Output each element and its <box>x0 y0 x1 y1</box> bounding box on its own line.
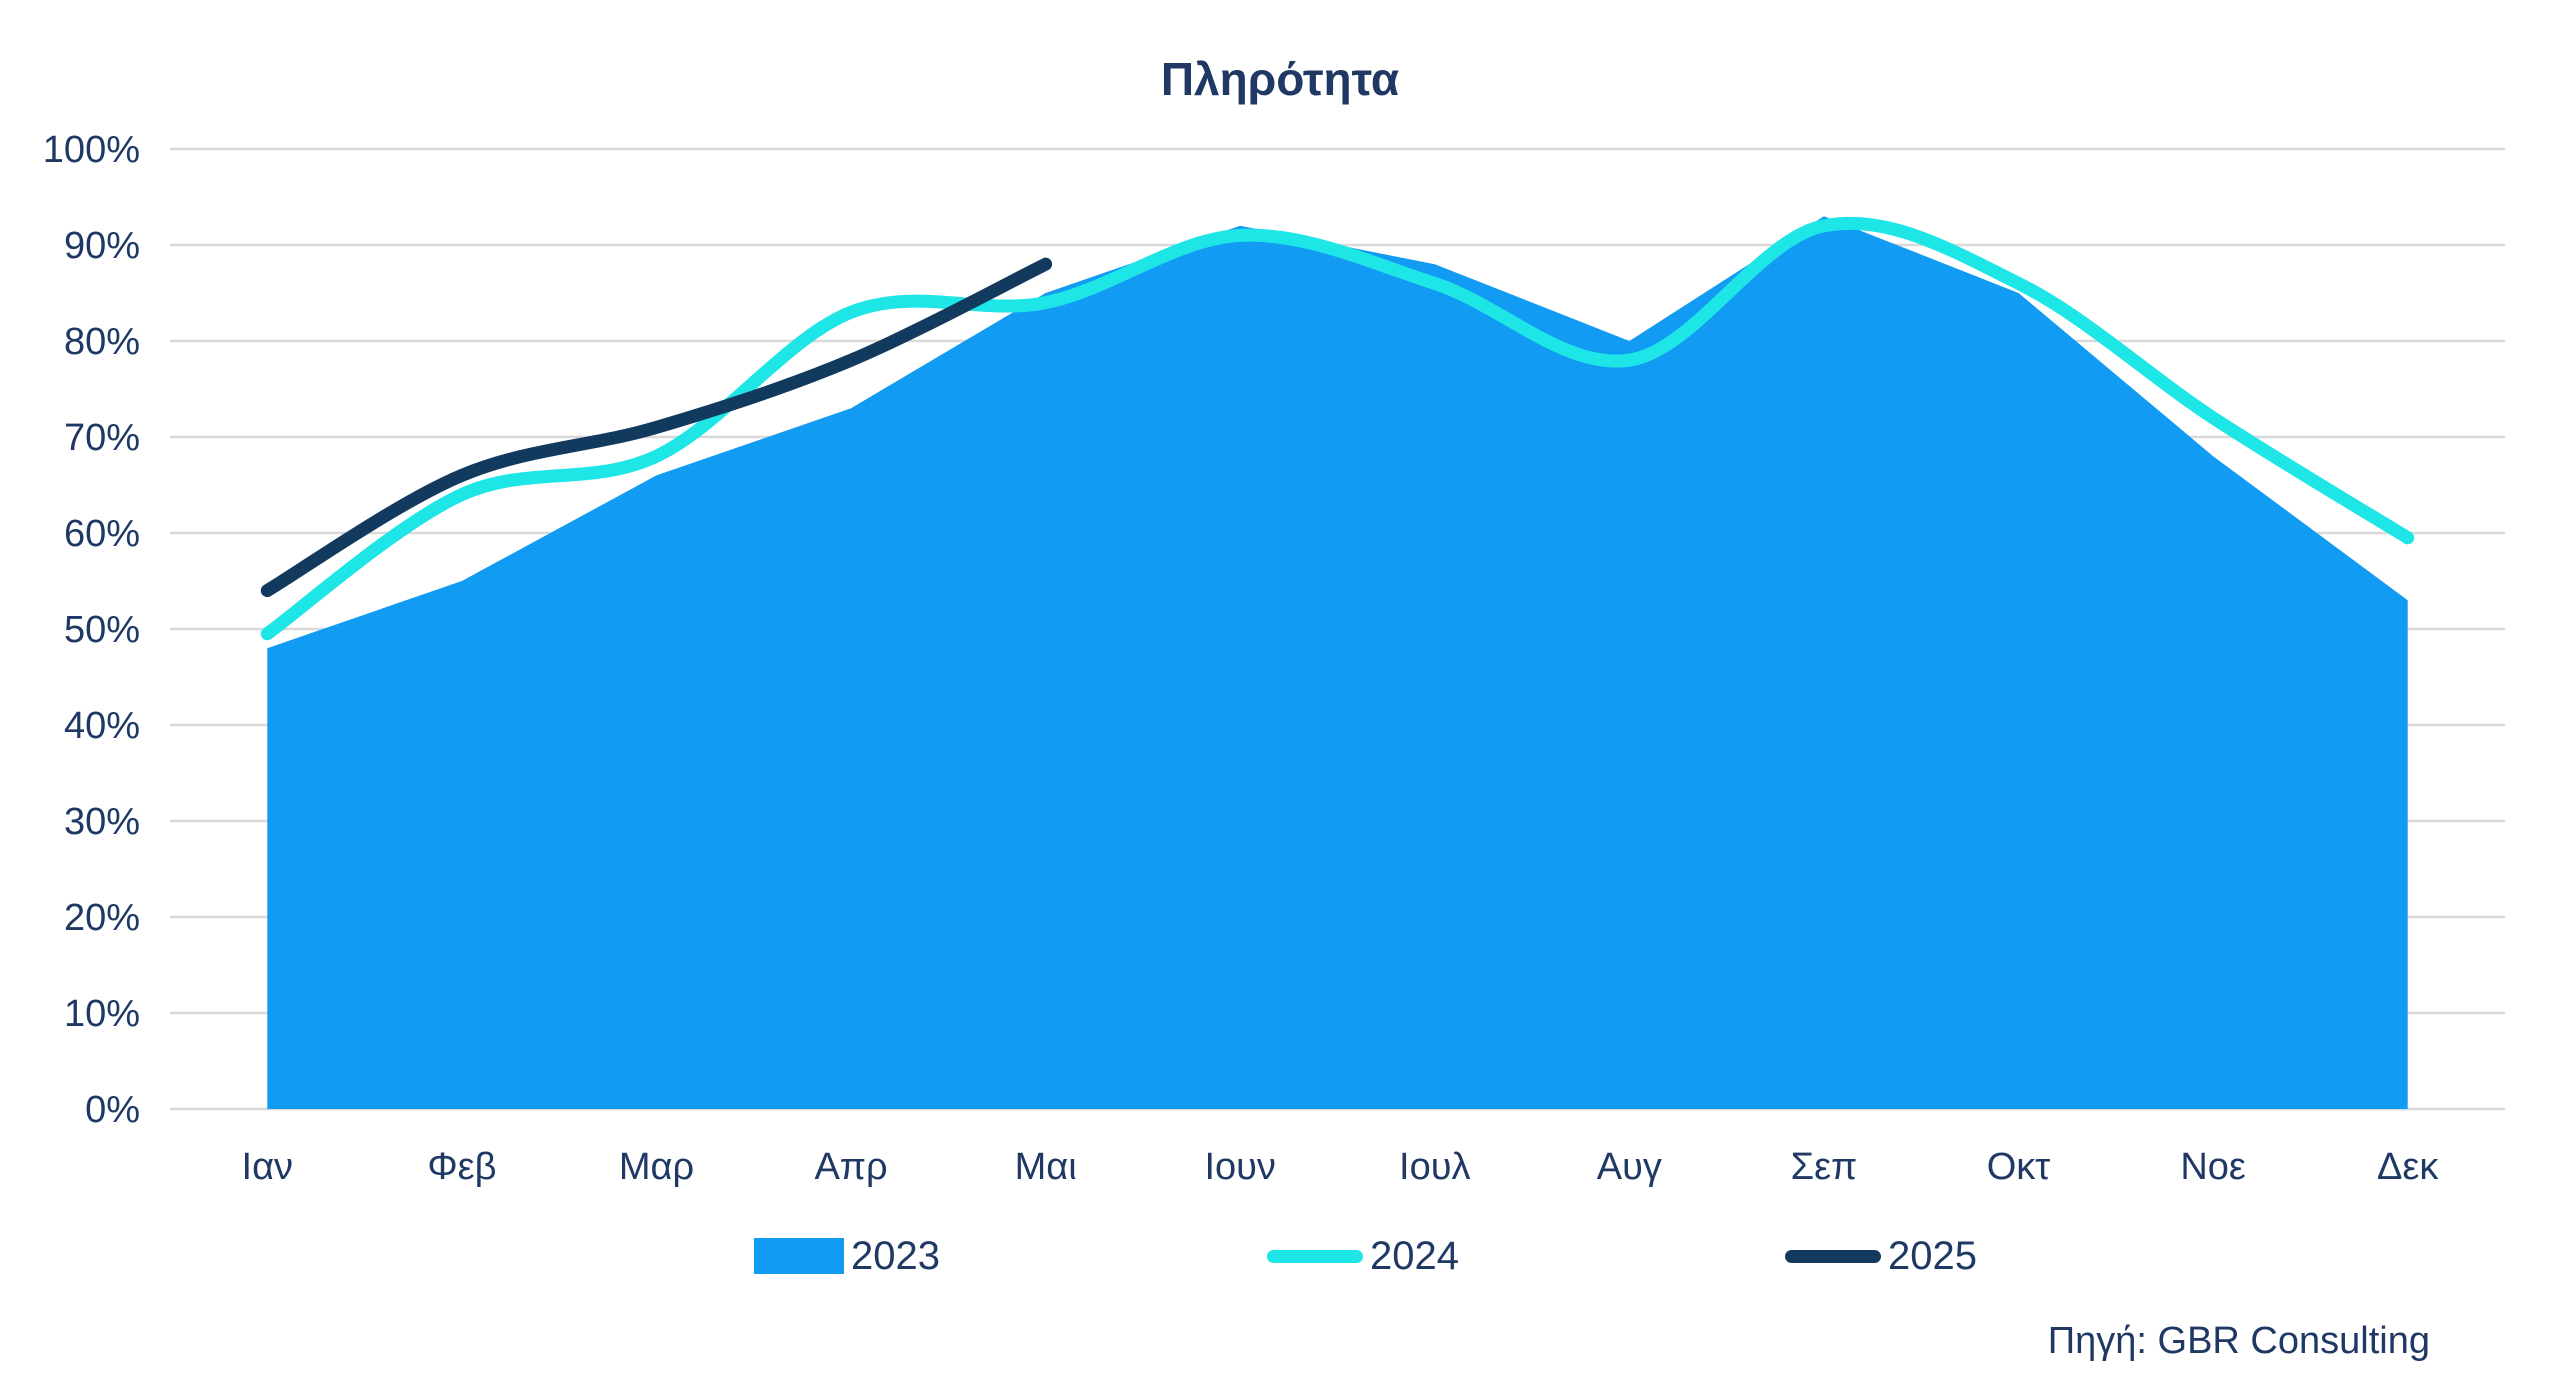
x-axis-label: Νοε <box>2180 1146 2246 1188</box>
x-axis-label: Φεβ <box>427 1146 496 1188</box>
x-axis-label: Μαρ <box>619 1146 694 1188</box>
series-line-2024 <box>260 216 2415 641</box>
x-axis-label: Ιουν <box>1204 1146 1275 1188</box>
y-axis-tick-label: 40% <box>64 705 140 747</box>
y-axis-tick-label: 30% <box>64 801 140 843</box>
y-axis-tick-label: 60% <box>64 513 140 555</box>
source-note: Πηγή: GBR Consulting <box>2047 1320 2430 1362</box>
x-axis-label: Ιαν <box>242 1146 294 1188</box>
legend-label-2025: 2025 <box>1888 1234 1977 1278</box>
legend-swatch-2025-line <box>1785 1249 1881 1263</box>
legend-label-2024: 2024 <box>1370 1234 1459 1278</box>
x-axis-label: Απρ <box>814 1146 887 1188</box>
y-axis-tick-label: 50% <box>64 609 140 651</box>
legend-item-2023: 2023 <box>754 1236 940 1276</box>
legend-swatch-2023-area <box>754 1238 844 1274</box>
y-axis-tick-label: 70% <box>64 417 140 459</box>
x-axis-label: Σεπ <box>1791 1146 1858 1188</box>
x-axis-label: Αυγ <box>1597 1146 1662 1188</box>
legend-item-2025: 2025 <box>1785 1236 1977 1276</box>
chart-title: Πληρότητα <box>1160 53 1400 105</box>
legend-swatch-2024-line <box>1267 1249 1363 1263</box>
y-axis-tick-label: 20% <box>64 897 140 939</box>
legend-label-2023: 2023 <box>851 1234 940 1278</box>
series-line-2025 <box>260 257 1053 598</box>
x-axis-label: Οκτ <box>1987 1146 2051 1188</box>
y-axis-tick-label: 0% <box>85 1089 140 1131</box>
legend-item-2024: 2024 <box>1267 1236 1459 1276</box>
x-axis-label: Δεκ <box>2377 1146 2439 1188</box>
y-axis-tick-label: 90% <box>64 225 140 267</box>
series-area-2023 <box>267 216 2408 1109</box>
y-axis-tick-label: 10% <box>64 993 140 1035</box>
x-axis-label: Ιουλ <box>1399 1146 1470 1188</box>
y-axis-tick-label: 80% <box>64 321 140 363</box>
y-axis-tick-label: 100% <box>43 129 140 171</box>
x-axis-label: Μαι <box>1015 1146 1077 1188</box>
